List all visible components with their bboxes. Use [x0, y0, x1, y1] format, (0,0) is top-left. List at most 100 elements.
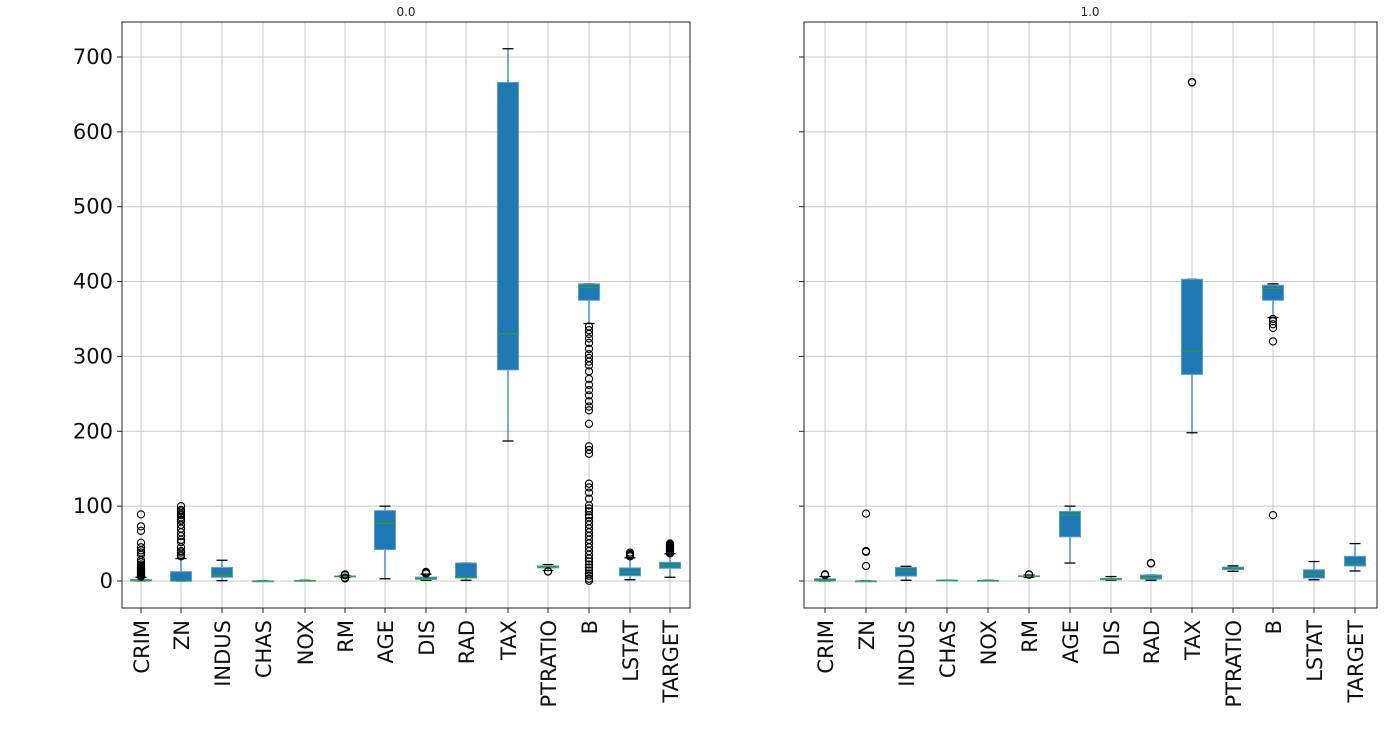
- outlier-marker: [584, 397, 594, 406]
- x-tick-label: RAD: [455, 620, 479, 664]
- panel-title: 0.0: [396, 5, 415, 19]
- outlier-marker: [1268, 510, 1278, 520]
- outlier-marker: [1146, 558, 1156, 568]
- boxplot-panel-group-0: 0.0 0 100 200 300 400 500 600 700 CRIM ZN INDUS CH…: [73, 5, 691, 708]
- y-axis-ticks: 0 100 200 300 400 500 600 700: [73, 45, 122, 593]
- outlier-marker: [176, 505, 186, 515]
- x-tick-label: DIS: [1100, 620, 1124, 656]
- x-tick-label: INDUS: [895, 620, 919, 687]
- outlier-marker: [625, 548, 635, 557]
- outlier-marker: [584, 445, 594, 455]
- box-indus: [211, 559, 233, 582]
- outlier-marker: [584, 488, 594, 497]
- outlier-marker: [584, 353, 594, 363]
- outlier-marker: [1187, 77, 1197, 87]
- x-tick-label: TAX: [1181, 620, 1205, 661]
- box-dis: [1100, 575, 1122, 581]
- box-rm: [334, 570, 356, 583]
- outlier-marker: [136, 538, 146, 547]
- outlier-marker: [136, 526, 146, 535]
- x-tick-label: B: [1262, 620, 1286, 634]
- box-iqr: [1262, 284, 1284, 301]
- box-ptratio: [537, 563, 559, 576]
- x-tick-label: DIS: [415, 620, 439, 656]
- box-rad: [455, 562, 477, 581]
- box-lstat: [619, 548, 641, 581]
- x-tick-label: B: [578, 620, 602, 634]
- outlier-marker: [340, 573, 350, 582]
- outlier-marker: [176, 537, 186, 547]
- outlier-marker: [584, 385, 594, 395]
- outlier-marker: [1268, 314, 1278, 324]
- outlier-marker: [584, 419, 594, 428]
- outlier-marker: [584, 479, 594, 488]
- box-dis: [415, 567, 437, 581]
- outlier-marker: [584, 513, 594, 522]
- outlier-marker: [421, 567, 431, 577]
- outlier-marker: [176, 515, 186, 524]
- outlier-marker: [584, 344, 594, 354]
- boxplot-panel-group-1: 1.0 CRIM ZN INDUS CHAS NOX RM AGE DIS RAD TAX PTRA…: [799, 5, 1378, 708]
- outlier-marker: [584, 367, 594, 376]
- outlier-marker: [543, 567, 553, 576]
- outlier-marker: [584, 402, 594, 411]
- outlier-marker: [176, 501, 186, 511]
- outlier-marker: [665, 539, 675, 548]
- x-tick-label: TARGET: [659, 620, 683, 704]
- y-tick-label: 300: [73, 344, 113, 368]
- box-series: [814, 77, 1366, 583]
- outlier-marker: [584, 574, 594, 583]
- box-iqr: [170, 571, 192, 582]
- outlier-marker: [584, 569, 594, 578]
- x-tick-label: RM: [1018, 620, 1042, 653]
- box-rad: [1140, 558, 1162, 581]
- outlier-marker: [584, 334, 594, 343]
- x-tick-label: CHAS: [252, 620, 276, 678]
- y-tick-label: 500: [73, 195, 113, 219]
- outlier-marker: [136, 543, 146, 552]
- outlier-marker: [584, 442, 594, 451]
- x-axis-ticks: CRIM ZN INDUS CHAS NOX RM AGE DIS RAD TAX PTRATIO B…: [814, 608, 1368, 708]
- box-zn: [855, 509, 877, 583]
- x-tick-label: NOX: [294, 620, 318, 665]
- box-lstat: [1303, 560, 1325, 581]
- y-tick-label: 100: [73, 494, 113, 518]
- box-nox: [977, 579, 999, 582]
- x-tick-label: NOX: [977, 620, 1001, 665]
- box-rm: [1018, 570, 1040, 579]
- box-crim: [814, 570, 836, 582]
- box-iqr: [578, 283, 600, 301]
- outlier-marker: [861, 546, 871, 556]
- y-tick-label: 200: [73, 419, 113, 443]
- outlier-marker: [1268, 317, 1278, 326]
- x-tick-label: PTRATIO: [537, 620, 561, 708]
- x-tick-label: TARGET: [1344, 620, 1368, 704]
- box-iqr: [211, 567, 233, 578]
- outlier-marker: [584, 560, 594, 569]
- box-chas: [936, 579, 958, 582]
- x-axis-ticks: CRIM ZN INDUS CHAS NOX RM AGE DIS RAD TAX PTRATIO B…: [130, 608, 683, 708]
- x-tick-label: RAD: [1140, 620, 1164, 664]
- y-axis-ticks: [799, 56, 804, 582]
- outlier-marker: [584, 516, 594, 526]
- outlier-marker: [584, 566, 594, 575]
- box-iqr: [374, 510, 396, 551]
- box-b: [1262, 283, 1284, 520]
- outlier-marker: [584, 322, 594, 331]
- box-chas: [252, 580, 274, 583]
- outlier-marker: [584, 326, 594, 335]
- x-tick-label: LSTAT: [619, 620, 643, 682]
- axes-frame: [803, 21, 1378, 609]
- box-zn: [170, 501, 192, 582]
- x-tick-label: AGE: [1059, 620, 1083, 664]
- box-indus: [895, 565, 917, 581]
- outlier-marker: [861, 561, 871, 571]
- box-target: [1344, 542, 1366, 572]
- box-crim: [130, 510, 152, 582]
- outlier-marker: [584, 380, 594, 390]
- outlier-marker: [1024, 570, 1034, 579]
- outlier-marker: [1268, 320, 1278, 329]
- x-tick-label: CHAS: [936, 620, 960, 678]
- box-iqr: [1059, 510, 1081, 538]
- y-tick-label: 600: [73, 120, 113, 144]
